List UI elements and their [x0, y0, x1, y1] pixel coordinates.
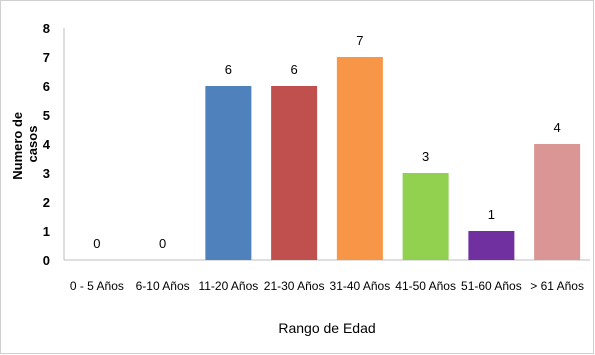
y-axis-title-line-2: casos — [25, 126, 40, 163]
bar — [468, 231, 515, 260]
x-tick-label: 51-60 Años — [461, 279, 522, 293]
bar — [402, 173, 449, 260]
x-tick-label: 11-20 Años — [198, 279, 258, 293]
x-tick-label: 6-10 Años — [136, 279, 190, 293]
x-tick-label: 0 - 5 Años — [70, 279, 124, 293]
data-label: 6 — [225, 62, 232, 77]
y-axis-title-line-1: Numero de — [10, 112, 25, 180]
y-tick-label: 6 — [43, 79, 50, 94]
y-tick-label: 2 — [43, 195, 50, 210]
bar — [534, 144, 581, 260]
bar — [205, 86, 252, 260]
y-tick-labels: 0 1 2 3 4 5 6 7 8 — [43, 21, 51, 268]
bars — [205, 57, 581, 260]
y-tick-label: 8 — [43, 21, 50, 36]
y-tick-label: 1 — [43, 224, 50, 239]
data-label: 4 — [554, 120, 561, 135]
data-labels: 0 0 6 6 7 3 1 4 — [93, 33, 560, 251]
x-tick-label: > 61 Años — [530, 279, 584, 293]
data-label: 6 — [291, 62, 298, 77]
data-label: 1 — [488, 207, 495, 222]
y-tick-label: 7 — [43, 50, 50, 65]
x-tick-label: 31-40 Años — [330, 279, 391, 293]
bar — [336, 57, 383, 260]
data-label: 7 — [356, 33, 363, 48]
data-label: 0 — [159, 236, 166, 251]
y-tick-label: 5 — [43, 108, 50, 123]
x-axis-title: Rango de Edad — [278, 320, 375, 336]
x-tick-labels: 0 - 5 Años 6-10 Años 11-20 Años 21-30 Años 3… — [70, 279, 584, 293]
y-axis-title: Numero de casos — [10, 108, 40, 180]
y-tick-label: 0 — [43, 253, 50, 268]
y-tick-label: 3 — [43, 166, 50, 181]
data-label: 0 — [93, 236, 100, 251]
y-tick-label: 4 — [43, 137, 51, 152]
x-tick-label: 21-30 Años — [264, 279, 325, 293]
x-tick-label: 41-50 Años — [395, 279, 456, 293]
data-label: 3 — [422, 149, 429, 164]
bar — [271, 86, 318, 260]
